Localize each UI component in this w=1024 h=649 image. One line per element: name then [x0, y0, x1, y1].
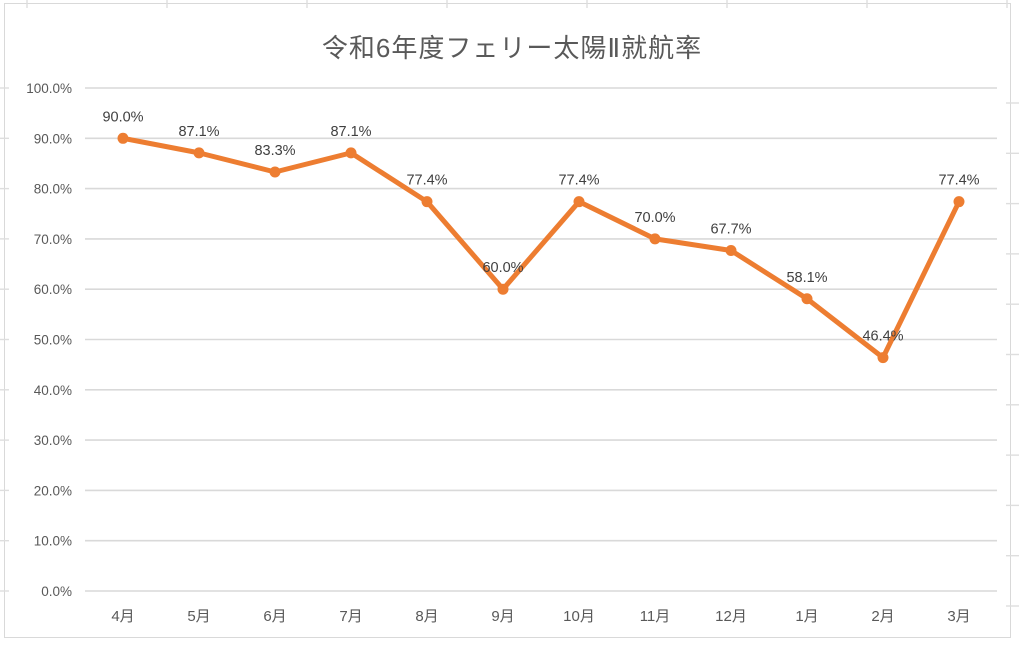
frame-edge-ticks: [0, 0, 1019, 607]
data-label: 67.7%: [710, 221, 751, 237]
data-label: 77.4%: [406, 173, 447, 189]
data-label: 90.0%: [102, 109, 143, 125]
x-tick-label: 10月: [563, 608, 595, 625]
y-tick-label: 90.0%: [34, 131, 72, 146]
x-tick-label: 12月: [715, 608, 747, 625]
chart-title: 令和6年度フェリー太陽Ⅱ就航率: [321, 33, 703, 63]
data-point: [193, 147, 205, 159]
data-point: [725, 244, 737, 256]
data-point: [497, 283, 509, 295]
data-point: [573, 196, 585, 208]
x-tick-label: 9月: [491, 608, 514, 625]
data-label: 77.4%: [938, 173, 979, 189]
y-tick-label: 60.0%: [34, 282, 72, 297]
y-tick-label: 0.0%: [41, 584, 72, 599]
x-tick-label: 7月: [339, 608, 362, 625]
data-label: 46.4%: [862, 329, 903, 345]
data-label: 83.3%: [254, 143, 295, 159]
data-point: [117, 132, 129, 144]
y-tick-label: 50.0%: [34, 333, 72, 348]
y-tick-label: 40.0%: [34, 383, 72, 398]
data-point: [953, 196, 965, 208]
y-tick-label: 20.0%: [34, 483, 72, 498]
data-label: 70.0%: [634, 210, 675, 226]
gridlines: [85, 87, 997, 592]
series-line: [120, 135, 962, 361]
data-label: 87.1%: [330, 124, 371, 140]
chart-border: [4, 3, 1011, 638]
y-tick-label: 30.0%: [34, 433, 72, 448]
x-tick-label: 1月: [795, 608, 818, 625]
data-labels: 90.0% 87.1% 83.3% 87.1% 77.4% 60.0% 77.4% 70.0%…: [102, 109, 979, 344]
y-tick-label: 10.0%: [34, 534, 72, 549]
data-label: 60.0%: [482, 260, 523, 276]
x-tick-label: 8月: [415, 608, 438, 625]
series-markers: [117, 132, 965, 364]
x-tick-label: 3月: [947, 608, 970, 625]
x-tick-label: 11月: [640, 608, 671, 625]
x-tick-label: 5月: [187, 608, 210, 625]
y-tick-label: 100.0%: [26, 81, 72, 96]
data-point: [801, 293, 813, 305]
data-point: [421, 196, 433, 208]
data-label: 87.1%: [178, 124, 219, 140]
y-tick-label: 70.0%: [34, 232, 72, 247]
y-tick-label: 80.0%: [34, 182, 72, 197]
x-tick-label: 6月: [263, 608, 286, 625]
x-axis-labels: 4月 5月 6月 7月 8月 9月 10月 11月 12月 1月 2月 3月: [111, 608, 970, 625]
data-label: 77.4%: [558, 173, 599, 189]
x-tick-label: 4月: [111, 608, 134, 625]
data-point: [345, 147, 357, 159]
data-label: 58.1%: [786, 270, 827, 286]
data-point: [877, 352, 889, 364]
x-tick-label: 2月: [871, 608, 894, 625]
data-point: [649, 233, 661, 245]
data-point: [269, 166, 281, 178]
y-axis-labels: 100.0% 90.0% 80.0% 70.0% 60.0% 50.0% 40.0% 30.0…: [26, 81, 72, 599]
